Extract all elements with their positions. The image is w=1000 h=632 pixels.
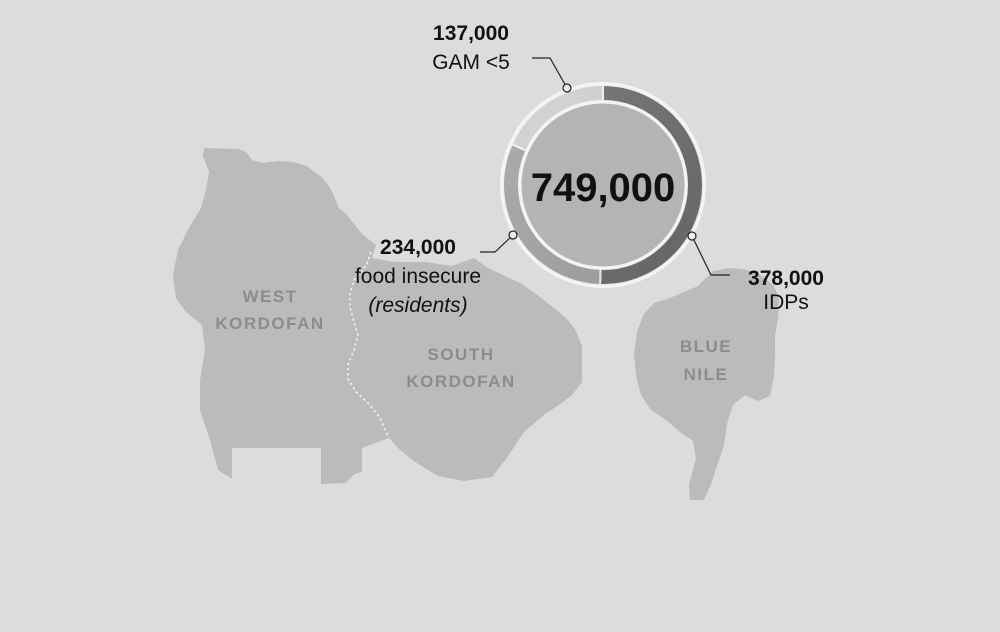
- donut-total-value: 749,000: [531, 166, 676, 210]
- west-kordofan-region: [173, 148, 389, 484]
- callout-food-insecure-sublabel: (residents): [368, 294, 467, 317]
- callout-gam-leader: [532, 57, 568, 89]
- callout-food-insecure-dot: [508, 230, 518, 240]
- blue-nile-region: [634, 268, 779, 500]
- callout-food-insecure-label: food insecure: [355, 265, 481, 288]
- south-kordofan-label-line1: SOUTH: [428, 345, 495, 364]
- map: WEST KORDOFAN SOUTH KORDOFAN BLUE NILE: [173, 148, 779, 500]
- callout-food-insecure-value: 234,000: [380, 236, 456, 259]
- callout-idps-dot: [687, 231, 697, 241]
- callout-gam: 137,000 GAM <5: [432, 22, 572, 93]
- callout-idps-value: 378,000: [748, 267, 824, 290]
- callout-food-insecure: 234,000 food insecure (residents): [355, 230, 518, 317]
- callout-food-insecure-leader: [480, 234, 514, 253]
- callout-gam-dot: [562, 83, 572, 93]
- blue-nile-label-line2: NILE: [684, 365, 729, 384]
- donut-inner-disc: [518, 100, 688, 270]
- callout-idps-leader: [691, 235, 730, 276]
- donut-chart: 749,000: [500, 82, 706, 288]
- callout-gam-value: 137,000: [433, 22, 509, 45]
- blue-nile-label-line1: BLUE: [680, 337, 732, 356]
- south-kordofan-region: [334, 196, 582, 481]
- callout-idps-label: IDPs: [763, 291, 809, 314]
- west-kordofan-label-line2: KORDOFAN: [215, 314, 324, 333]
- south-kordofan-label-line2: KORDOFAN: [406, 372, 515, 391]
- west-kordofan-label-line1: WEST: [242, 287, 297, 306]
- callout-gam-label: GAM <5: [432, 51, 510, 74]
- callout-idps: 378,000 IDPs: [687, 231, 824, 314]
